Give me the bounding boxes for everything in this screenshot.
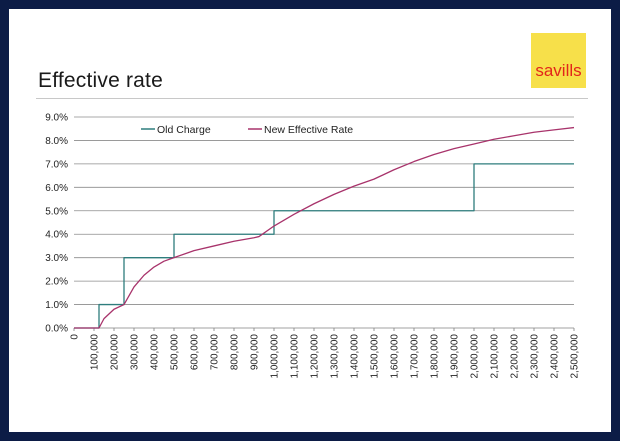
y-tick-label: 7.0% (45, 159, 68, 170)
logo-text: savills (535, 61, 582, 80)
legend-old-charge-label: Old Charge (157, 124, 211, 136)
y-tick-label: 2.0% (45, 277, 68, 288)
x-tick-label: 2,400,000 (550, 334, 561, 379)
legend-new-effective-rate-label: New Effective Rate (264, 124, 353, 136)
x-tick-label: 1,100,000 (290, 334, 301, 379)
x-tick-label: 1,700,000 (410, 334, 421, 379)
x-tick-label: 600,000 (190, 334, 201, 371)
x-tick-label: 700,000 (210, 334, 221, 371)
savills-logo: savills (531, 33, 586, 88)
x-tick-label: 200,000 (110, 334, 121, 371)
series-new-effective-rate-line (74, 126, 575, 329)
x-tick-label: 2,000,000 (470, 334, 481, 379)
series-old-charge-line (74, 163, 574, 329)
x-tick-label: 1,400,000 (350, 334, 361, 379)
x-tick-label: 1,900,000 (450, 334, 461, 379)
slide-title: Effective rate (38, 69, 163, 92)
x-tick-label: 400,000 (150, 334, 161, 371)
x-tick-label: 0 (70, 334, 81, 340)
x-tick-label: 900,000 (250, 334, 261, 371)
y-tick-label: 3.0% (45, 253, 68, 264)
x-tick-label: 500,000 (170, 334, 181, 371)
x-tick-label: 1,200,000 (310, 334, 321, 379)
x-tick-label: 800,000 (230, 334, 241, 371)
x-tick-label: 300,000 (130, 334, 141, 371)
title-divider (36, 98, 588, 99)
x-tick-label: 1,300,000 (330, 334, 341, 379)
x-tick-label: 1,600,000 (390, 334, 401, 379)
x-tick-label: 2,200,000 (510, 334, 521, 379)
y-tick-label: 6.0% (45, 183, 68, 194)
x-tick-label: 1,800,000 (430, 334, 441, 379)
x-tick-label: 100,000 (90, 334, 101, 371)
y-tick-label: 1.0% (45, 300, 68, 311)
x-tick-label: 1,500,000 (370, 334, 381, 379)
x-tick-label: 2,100,000 (490, 334, 501, 379)
y-tick-label: 8.0% (45, 136, 68, 147)
y-tick-label: 4.0% (45, 230, 68, 241)
x-tick-label: 1,000,000 (270, 334, 281, 379)
x-tick-label: 2,300,000 (530, 334, 541, 379)
y-tick-label: 9.0% (45, 113, 68, 124)
x-tick-label: 2,500,000 (570, 334, 581, 379)
y-tick-label: 5.0% (45, 206, 68, 217)
y-tick-label: 0.0% (45, 324, 68, 335)
